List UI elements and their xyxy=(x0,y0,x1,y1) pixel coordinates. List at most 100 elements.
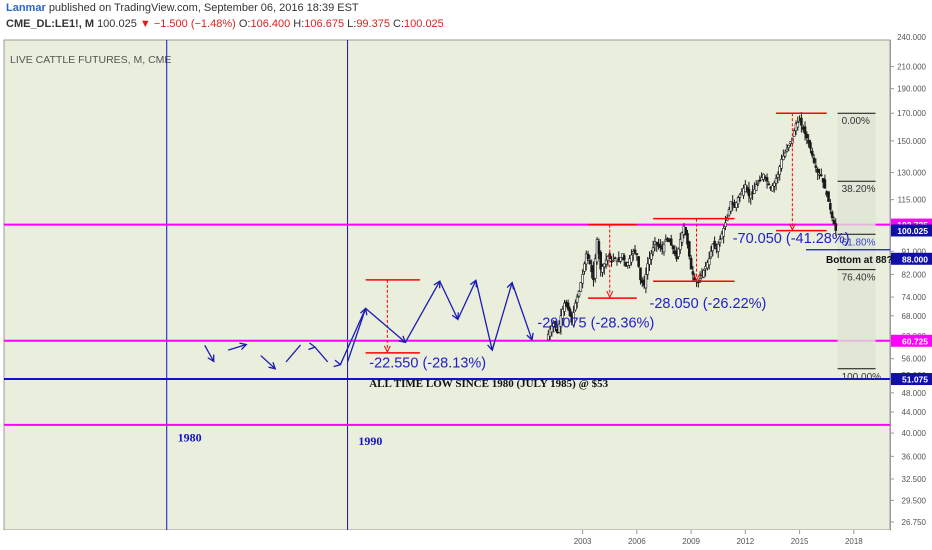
candle-body xyxy=(572,312,575,326)
price-tick-label: 32.500 xyxy=(902,475,927,484)
time-axis[interactable] xyxy=(4,530,890,550)
candle-body xyxy=(651,247,655,253)
time-tick-label: 2015 xyxy=(791,537,809,546)
candle-body xyxy=(633,249,637,253)
price-tick-label: 91.000 xyxy=(902,247,927,256)
sketch-arrow-head xyxy=(526,332,534,342)
candle-body xyxy=(724,222,727,227)
candle-body xyxy=(630,254,633,263)
sketch-arrow-line xyxy=(228,343,247,351)
measure-arrow-head xyxy=(383,345,391,353)
candle-body xyxy=(810,150,814,156)
candle-body xyxy=(646,263,650,275)
candle-body xyxy=(829,203,832,210)
close-value: 100.025 xyxy=(404,18,444,30)
price-tick-label: 36.000 xyxy=(902,452,927,461)
sketch-arrow-line xyxy=(346,308,367,363)
publish-text: published on TradingView.com, September … xyxy=(48,2,359,14)
candle-body xyxy=(776,173,780,178)
candle-body xyxy=(827,191,830,202)
plot-area[interactable] xyxy=(3,39,891,531)
candle-body xyxy=(762,173,765,180)
candle-body xyxy=(711,243,715,252)
price-badge-magenta-low: 60.725 xyxy=(902,336,928,346)
candle-body xyxy=(819,174,823,177)
candle-body xyxy=(637,256,640,267)
candle-body xyxy=(577,290,581,297)
sketch-arrow-head xyxy=(433,280,441,289)
sketch-arrow-head xyxy=(239,342,248,351)
candle-body xyxy=(787,145,791,148)
candle-body xyxy=(604,259,608,265)
price-badge-blue-low: 51.075 xyxy=(902,375,928,385)
price-tick-label: 210.000 xyxy=(897,63,926,72)
sketch-arrow-line xyxy=(339,308,367,365)
candle-body xyxy=(785,148,789,152)
measure-label: -70.050 (-41.28%) xyxy=(733,231,850,247)
high-value: 106.675 xyxy=(304,18,345,30)
time-tick-label: 2003 xyxy=(574,537,592,546)
candle-body xyxy=(823,179,827,189)
candle-body xyxy=(554,321,557,328)
candle-body xyxy=(568,308,572,317)
candle-body xyxy=(778,166,782,175)
change-label: ▼ −1.500 (−1.48%) xyxy=(139,18,236,30)
candle-body xyxy=(738,194,742,198)
candle-body xyxy=(612,259,615,262)
candle-body xyxy=(727,209,731,216)
candle-body xyxy=(579,282,583,292)
sketch-arrow-head xyxy=(268,361,277,370)
close-label: C: xyxy=(393,18,405,30)
candle-body xyxy=(597,241,601,255)
candle-body xyxy=(691,271,695,275)
candle-body xyxy=(563,302,566,312)
candle-body xyxy=(702,270,706,278)
candle-body xyxy=(593,258,597,279)
candle-body xyxy=(684,226,687,236)
candle-body xyxy=(566,302,570,310)
bottom-question-label: Bottom at 88? xyxy=(826,255,893,266)
candle-body xyxy=(814,165,818,168)
candle-body xyxy=(687,241,691,257)
symbol-label: CME_DL:LE1!, M xyxy=(6,18,94,30)
sketch-arrow-head xyxy=(451,312,459,321)
candle-body xyxy=(816,168,819,173)
candle-body xyxy=(774,178,778,184)
price-tick-label: 74.000 xyxy=(902,293,927,302)
candle-body xyxy=(718,239,722,243)
candle-body xyxy=(601,266,604,273)
sketch-arrow-line xyxy=(260,355,276,370)
candle-body xyxy=(756,182,760,185)
candle-body xyxy=(722,228,725,237)
chart-title: LIVE CATTLE FUTURES, M, CME xyxy=(10,54,171,66)
price-badge-magenta-low-bg xyxy=(891,334,932,347)
candle-body xyxy=(686,233,689,245)
candle-body xyxy=(574,302,577,311)
candle-body xyxy=(639,267,642,281)
candle-body xyxy=(805,133,809,139)
candle-body xyxy=(666,238,669,241)
high-label: H: xyxy=(293,18,305,30)
candle-body xyxy=(677,248,680,257)
candle-body xyxy=(709,251,713,258)
price-tick-label: 40.000 xyxy=(902,429,927,438)
candle-body xyxy=(689,257,693,270)
measure-label: -28.050 (-26.22%) xyxy=(650,296,767,312)
author-link[interactable]: Lanmar xyxy=(6,2,46,14)
ohlc-info: CME_DL:LE1!, M 100.025 ▼ −1.500 (−1.48%)… xyxy=(6,18,444,30)
candle-body xyxy=(706,262,709,269)
candle-body xyxy=(619,257,622,262)
candle-body xyxy=(792,130,796,137)
candle-body xyxy=(599,251,602,270)
candle-body xyxy=(736,197,740,205)
price-badge-88-bg xyxy=(891,252,932,265)
candle-body xyxy=(800,117,803,126)
candle-body xyxy=(796,122,800,128)
price-axis[interactable] xyxy=(890,40,932,530)
candle-body xyxy=(648,258,651,265)
time-tick-label: 2012 xyxy=(736,537,754,546)
price-badge-88: 88.000 xyxy=(902,254,928,264)
measure-label: -29.075 (-28.36%) xyxy=(537,315,654,331)
candle-body xyxy=(610,260,613,263)
